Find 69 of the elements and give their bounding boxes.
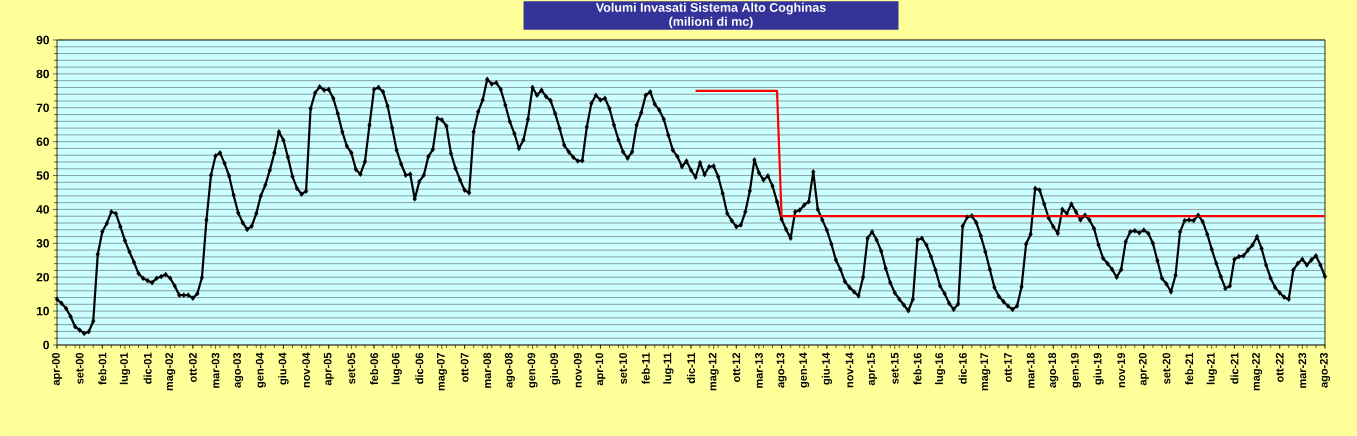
x-tick-label: set-10 — [619, 352, 627, 384]
y-tick-label: 20 — [36, 272, 49, 282]
x-tick-label: mar-03 — [211, 352, 220, 388]
x-tick-label: ago-08 — [504, 352, 515, 388]
x-tick-label: lug-11 — [663, 352, 674, 384]
x-tick-label: feb-06 — [369, 352, 379, 385]
x-tick-label: apr-20 — [1138, 352, 1149, 386]
x-tick-label: mar-23 — [1298, 352, 1307, 388]
x-tick-label: lug-06 — [391, 352, 402, 385]
y-tick-label: 90 — [36, 35, 49, 45]
x-tick-label: lug-21 — [1206, 352, 1217, 385]
y-tick-label: 60 — [36, 137, 49, 146]
y-tick-label: 10 — [36, 306, 49, 316]
x-tick-label: nov-04 — [302, 352, 310, 388]
x-tick-label: ago-03 — [233, 352, 244, 388]
x-tick-label: feb-11 — [641, 352, 650, 385]
x-tick-label: mar-13 — [755, 352, 763, 388]
x-tick-label: giu-04 — [278, 352, 289, 385]
chart-subtitle: (milioni di mc) — [669, 16, 753, 29]
x-tick-label: nov-14 — [845, 352, 854, 388]
x-tick-label: set-20 — [1162, 352, 1171, 384]
x-tick-label: mag-17 — [980, 353, 991, 391]
x-tick-label: giu-19 — [1093, 352, 1104, 385]
x-tick-label: mag-12 — [708, 352, 719, 391]
x-tick-label: nov-19 — [1117, 352, 1126, 388]
x-tick-label: lug-16 — [934, 352, 946, 385]
x-tick-label: gen-14 — [799, 352, 810, 388]
y-tick-label: 40 — [36, 205, 49, 214]
x-tick-label: ago-18 — [1048, 352, 1059, 388]
x-tick-label: ago-13 — [776, 352, 787, 388]
x-tick-label: mag-02 — [165, 352, 176, 391]
x-tick-label: mag-22 — [1252, 352, 1263, 391]
x-tick-label: feb-01 — [98, 352, 107, 385]
x-tick-label: apr-05 — [323, 352, 334, 386]
x-tick-label: gen-09 — [527, 352, 538, 388]
y-tick-label: 0 — [43, 340, 49, 350]
x-tick-label: ott-17 — [1004, 353, 1012, 383]
x-tick-label: dic-01 — [143, 352, 152, 384]
x-tick-label: feb-16 — [913, 352, 922, 385]
x-tick-label: set-05 — [347, 352, 356, 384]
x-tick-label: set-15 — [890, 352, 899, 384]
x-tick-label: giu-14 — [821, 352, 833, 385]
y-tick-label: 30 — [36, 239, 49, 248]
x-tick-label: gen-04 — [255, 352, 266, 388]
y-tick-label: 50 — [36, 171, 49, 180]
x-tick-label: apr-10 — [595, 352, 606, 386]
x-tick-label: dic-16 — [958, 352, 967, 384]
x-tick-label: feb-21 — [1185, 352, 1194, 385]
x-tick-label: mar-08 — [483, 352, 492, 388]
y-tick-label: 70 — [36, 103, 49, 113]
chart-title: Volumi Invasati Sistema Alto Coghinas — [595, 2, 826, 15]
x-tick-label: gen-19 — [1070, 352, 1081, 388]
x-tick-label: lug-01 — [119, 352, 131, 385]
x-tick-label: ago-23 — [1319, 352, 1330, 388]
x-tick-label: ott-07 — [460, 353, 469, 383]
x-tick-label: dic-11 — [686, 352, 696, 384]
x-tick-label: ott-22 — [1275, 352, 1284, 383]
x-tick-label: mag-07 — [436, 353, 447, 391]
x-tick-label: ott-12 — [732, 352, 741, 383]
x-tick-label: set-00 — [75, 352, 84, 384]
x-tick-label: nov-09 — [573, 352, 582, 388]
y-tick-label: 80 — [36, 69, 49, 79]
x-tick-label: mar-18 — [1026, 352, 1035, 388]
x-tick-label: dic-06 — [415, 352, 424, 384]
x-tick-label: dic-21 — [1230, 352, 1239, 384]
x-tick-label: ott-02 — [188, 352, 197, 383]
x-tick-label: apr-15 — [867, 352, 878, 386]
x-tick-label: giu-09 — [550, 352, 561, 385]
x-tick-label: apr-00 — [52, 352, 62, 386]
